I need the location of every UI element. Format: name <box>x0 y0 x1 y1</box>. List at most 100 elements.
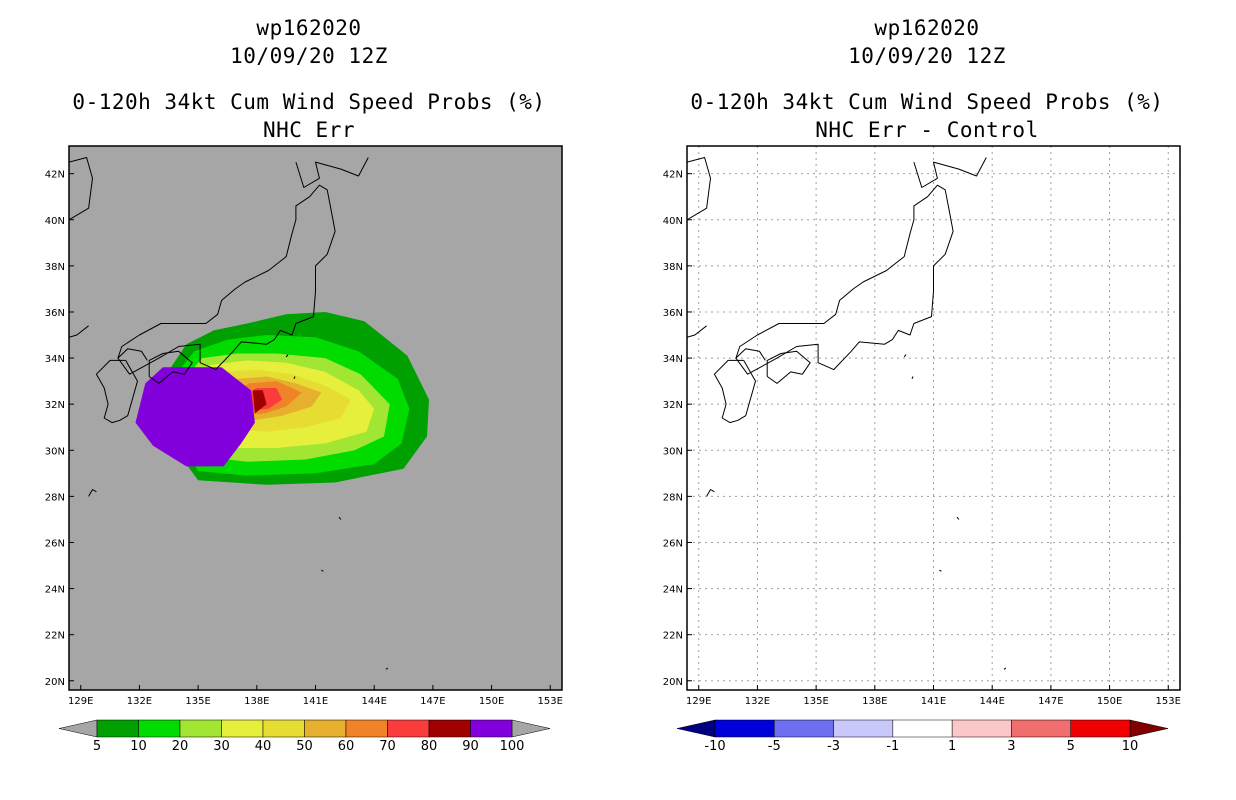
y-tick-label: 30N <box>45 446 65 457</box>
colorbar-swatch <box>304 719 347 738</box>
colorbar-swatch <box>833 719 894 738</box>
x-tick-label: 135E <box>185 696 210 707</box>
colorbar-label: 10 <box>1122 739 1139 754</box>
chart-title-datetime: 10/09/20 12Z <box>848 44 1006 68</box>
colorbar-low-end <box>676 719 716 738</box>
colorbar-swatch <box>345 719 388 738</box>
contour-80-percent <box>252 390 267 414</box>
colorbar-label: 100 <box>500 739 525 754</box>
chart-subtitle: NHC Err - Control <box>815 118 1039 142</box>
colorbar-label: 60 <box>338 739 355 754</box>
colorbar-swatch <box>179 719 222 738</box>
colorbar-swatch <box>892 719 953 738</box>
y-tick-label: 26N <box>663 538 683 549</box>
x-tick-label: 144E <box>361 696 386 707</box>
y-tick-label: 24N <box>663 585 683 596</box>
coastline-japan-outline <box>117 184 336 375</box>
y-tick-label: 40N <box>45 216 65 227</box>
y-tick-label: 26N <box>45 538 65 549</box>
coastline-island <box>1003 667 1007 670</box>
coastline-island <box>285 354 289 358</box>
contour-90-percent <box>135 367 255 467</box>
colorbar-swatch <box>138 719 181 738</box>
x-tick-label: 147E <box>420 696 445 707</box>
colorbar-swatch <box>951 719 1012 738</box>
x-tick-label: 138E <box>862 696 887 707</box>
y-tick-label: 20N <box>45 677 65 688</box>
plot-area <box>687 146 1180 690</box>
coastline-japan-outline <box>735 184 954 375</box>
colorbar-label: 20 <box>172 739 189 754</box>
colorbar-swatch <box>774 719 834 738</box>
colorbar-swatch <box>387 719 430 738</box>
colorbar-swatch <box>1070 719 1131 738</box>
colorbar-swatch <box>96 719 139 738</box>
y-tick-label: 32N <box>45 400 65 411</box>
y-tick-label: 28N <box>663 492 683 503</box>
colorbar-label: 80 <box>421 739 438 754</box>
coastline-island <box>385 667 389 670</box>
coastline-island <box>903 354 907 358</box>
chart-title-datetime: 10/09/20 12Z <box>230 44 388 68</box>
colorbar-high-end <box>511 719 551 738</box>
plot-area <box>69 157 429 670</box>
coastline <box>687 157 1007 670</box>
colorbar-swatch <box>714 719 775 738</box>
coastline-island <box>321 569 324 572</box>
coastline-island <box>706 489 715 497</box>
coastline-kyushu <box>713 359 756 424</box>
coastline-korea <box>69 325 89 338</box>
left-map-chart: 129E 132E 135E 138E 141E 144E 147E 150E 153E 42N 4… <box>45 145 563 754</box>
coastline <box>69 157 389 670</box>
x-tick-label: 144E <box>979 696 1004 707</box>
coastline-island <box>88 489 97 497</box>
coastline-island <box>939 569 942 572</box>
coastline-shikoku <box>766 350 811 384</box>
colorbar-label: 90 <box>462 739 479 754</box>
colorbar-label: 5 <box>1067 739 1075 754</box>
x-tick-label: 135E <box>803 696 828 707</box>
y-tick-label: 22N <box>663 631 683 642</box>
x-tick-label: 153E <box>1156 696 1181 707</box>
y-tick-label: 34N <box>45 354 65 365</box>
colorbar-high-end <box>1129 719 1169 738</box>
x-tick-label: 141E <box>303 696 328 707</box>
right-chart-panel: wp162020 10/09/20 12Z 0-120h 34kt Cum Wi… <box>618 0 1236 800</box>
colorbar-label: -10 <box>704 739 725 754</box>
y-tick-label: 42N <box>45 170 65 181</box>
x-tick-label: 150E <box>1097 696 1122 707</box>
colorbar-label: 5 <box>93 739 101 754</box>
colorbar-swatch <box>470 719 513 738</box>
coastline-china-asia <box>687 157 711 221</box>
colorbar-label: 1 <box>948 739 956 754</box>
x-tick-label: 141E <box>921 696 946 707</box>
y-tick-label: 32N <box>663 400 683 411</box>
x-tick-label: 150E <box>479 696 504 707</box>
y-tick-label: 42N <box>663 170 683 181</box>
colorbar-label: 10 <box>130 739 147 754</box>
colorbar-label: -3 <box>827 739 840 754</box>
coastline-hokkaido <box>913 157 987 188</box>
y-tick-label: 24N <box>45 585 65 596</box>
chart-title-storm-id: wp162020 <box>256 16 362 40</box>
left-chart-panel: wp162020 10/09/20 12Z 0-120h 34kt Cum Wi… <box>45 16 563 754</box>
x-tick-label: 153E <box>538 696 563 707</box>
coastline-shikoku <box>148 350 193 384</box>
y-tick-label: 38N <box>663 262 683 273</box>
y-tick-label: 38N <box>45 262 65 273</box>
chart-title-product: 0-120h 34kt Cum Wind Speed Probs (%) <box>690 90 1164 114</box>
y-tick-label: 40N <box>663 216 683 227</box>
y-tick-label: 34N <box>663 354 683 365</box>
colorbar-label: 50 <box>296 739 313 754</box>
y-tick-label: 22N <box>45 631 65 642</box>
x-tick-label: 138E <box>244 696 269 707</box>
colorbar-swatch <box>221 719 264 738</box>
y-tick-label: 36N <box>663 308 683 319</box>
coastline-hokkaido <box>295 157 369 188</box>
x-tick-label: 132E <box>127 696 152 707</box>
coastline-island <box>293 376 296 379</box>
x-tick-label: 129E <box>68 696 93 707</box>
colorbar-swatch <box>262 719 305 738</box>
right-map-chart: 129E 132E 135E 138E 141E 144E 147E 150E 153E 42N 4… <box>663 145 1181 754</box>
colorbar-label: 40 <box>255 739 272 754</box>
